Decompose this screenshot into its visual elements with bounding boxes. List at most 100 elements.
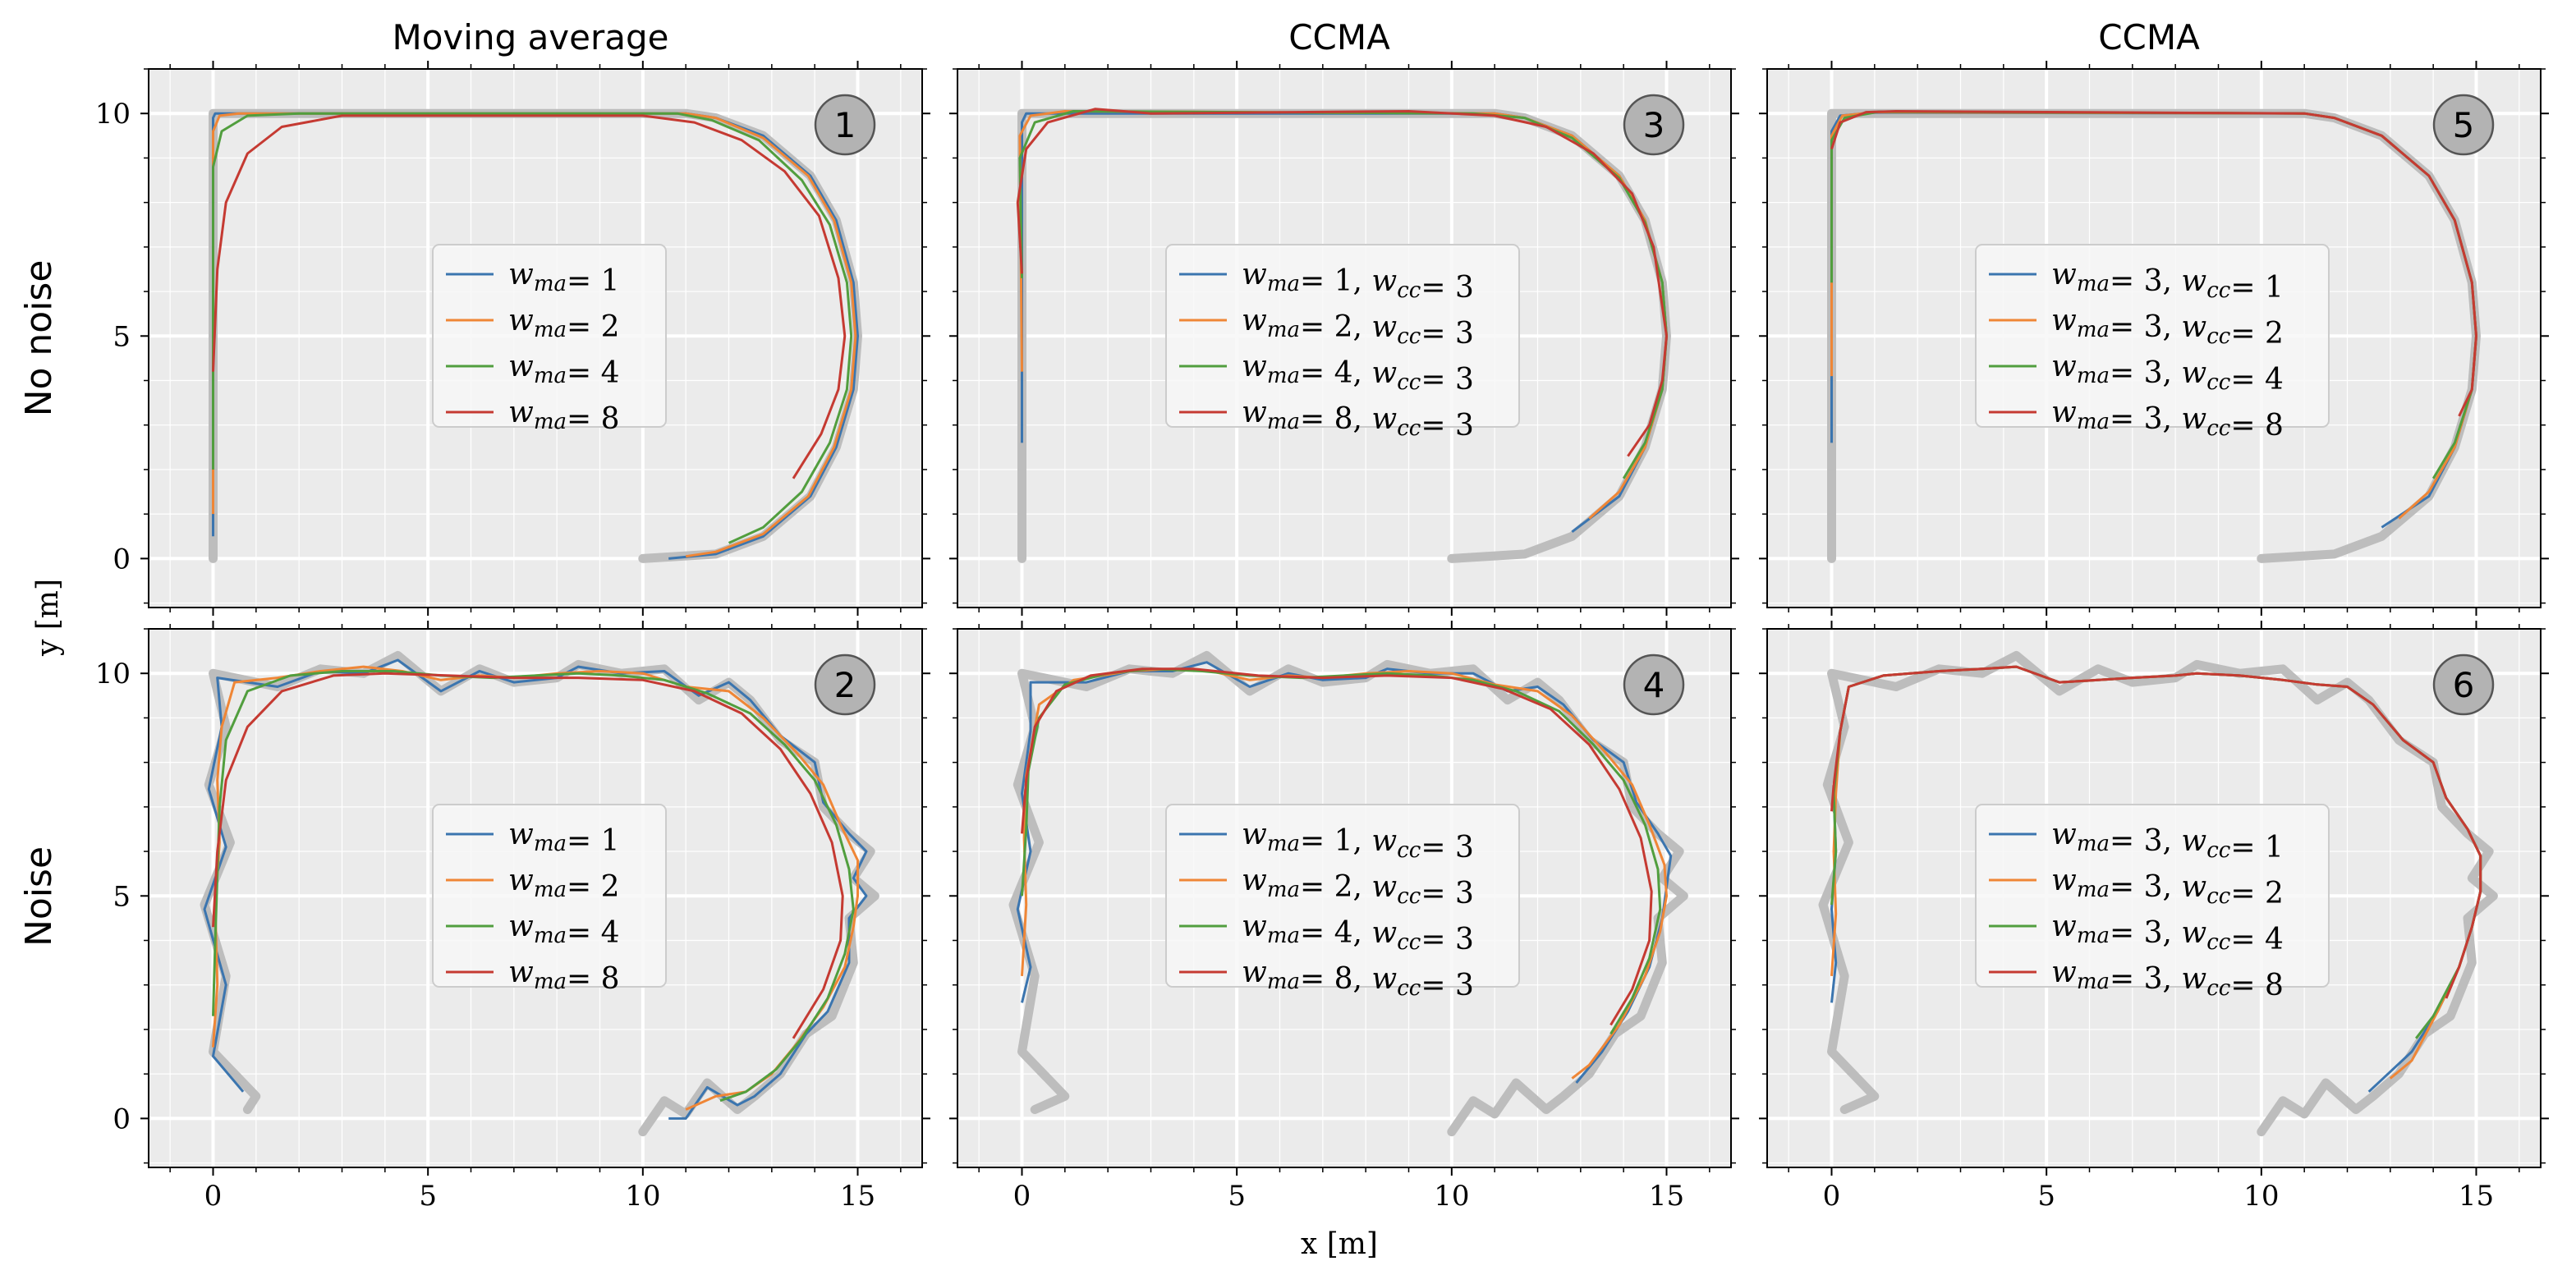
plot-frame [1766, 68, 2542, 608]
legend-label: wma= 4, wcc= 3 [1242, 350, 1474, 397]
column-title-ccma-1: CCMA [1288, 17, 1390, 57]
y-tick-label: 10 [95, 98, 131, 131]
panel-2: 0 5 10 15 0 5 10 2 wma= 1 wma= 2 wma= 4 wma= 8 [95, 621, 930, 1213]
x-tick-label: 15 [2459, 1180, 2494, 1213]
series-line-4 [1830, 110, 2477, 417]
panel-badge [1623, 653, 1685, 716]
legend-label: wma= 3, wcc= 2 [2051, 864, 2284, 910]
legend-label: wma= 3, wcc= 8 [2051, 396, 2284, 443]
plot-frame [148, 68, 923, 608]
panel-badge [1623, 94, 1685, 156]
row-label-no-noise: No noise [18, 260, 60, 417]
legend-label: wma= 4 [508, 350, 620, 390]
panel-badge-number: 4 [1643, 665, 1665, 705]
data-layer [1008, 651, 1688, 1137]
panel-badge [2432, 653, 2495, 716]
x-tick-label: 0 [1013, 1180, 1031, 1213]
legend-label: wma= 3, wcc= 4 [2051, 350, 2284, 397]
column-title-ccma-2: CCMA [2098, 17, 2200, 57]
legend-box [1165, 244, 1520, 428]
x-tick-label: 0 [1823, 1180, 1841, 1213]
x-tick-label: 5 [419, 1180, 437, 1213]
legend: wma= 1 wma= 2 wma= 4 wma= 8 [432, 244, 667, 436]
plot-frame [148, 628, 923, 1168]
row-label-noise: Noise [18, 846, 60, 947]
legend-label: wma= 1 [508, 818, 620, 858]
panel-badge [2432, 94, 2495, 156]
legend-label: wma= 2, wcc= 3 [1242, 864, 1474, 910]
y-tick-label: 5 [112, 320, 131, 353]
panel-badge-number: 3 [1643, 105, 1665, 145]
y-tick-label: 0 [112, 1103, 131, 1135]
legend-box [432, 804, 667, 988]
legend-label: wma= 2 [508, 304, 620, 344]
legend-label: wma= 8, wcc= 3 [1242, 396, 1474, 443]
x-tick-label: 10 [625, 1180, 660, 1213]
legend-box [1975, 244, 2330, 428]
series-line-4 [1830, 665, 2482, 999]
x-tick-label: 10 [1434, 1180, 1469, 1213]
x-tick-label: 15 [1649, 1180, 1684, 1213]
data-layer [209, 108, 862, 563]
series-line-4 [1016, 108, 1668, 457]
x-tick-label: 15 [840, 1180, 875, 1213]
panel-badge [814, 653, 876, 716]
series-line-3 [212, 112, 853, 544]
y-tick-label: 0 [112, 543, 131, 576]
legend-label: wma= 2 [508, 864, 620, 904]
data-layer [1016, 108, 1671, 563]
legend-label: wma= 8 [508, 396, 620, 436]
x-tick-label: 0 [204, 1180, 223, 1213]
panel-badge [814, 94, 876, 156]
x-tick-label: 10 [2243, 1180, 2279, 1213]
legend-box [432, 244, 667, 428]
legend-label: wma= 4, wcc= 3 [1242, 910, 1474, 956]
legend-label: wma= 4 [508, 910, 620, 950]
legend-label: wma= 8 [508, 956, 620, 996]
panels: 0 5 10 1 wma= 1 wma= 2 wma= 4 wma= 8 0 5 10 15 0 5 10 2… [95, 61, 2549, 1213]
legend-label: wma= 3, wcc= 2 [2051, 304, 2284, 351]
data-layer [1827, 108, 2481, 563]
y-tick-label: 10 [95, 658, 131, 690]
legend-label: wma= 3, wcc= 1 [2051, 258, 2284, 305]
x-tick-label: 5 [2037, 1180, 2055, 1213]
plot-frame [957, 628, 1732, 1168]
legend-box [1165, 804, 1520, 988]
legend-label: wma= 1, wcc= 3 [1242, 258, 1474, 305]
data-layer [1818, 651, 2498, 1137]
legend-label: wma= 3, wcc= 8 [2051, 956, 2284, 1002]
series-line-2 [212, 112, 857, 558]
legend-label: wma= 8, wcc= 3 [1242, 956, 1474, 1002]
column-title-moving-average: Moving average [392, 17, 668, 57]
panel-badge-number: 1 [834, 105, 856, 145]
legend: wma= 1 wma= 2 wma= 4 wma= 8 [432, 804, 667, 996]
data-layer [200, 651, 879, 1137]
series-line-1 [203, 658, 868, 1120]
series-line-4 [212, 672, 844, 1039]
legend-label: wma= 1 [508, 258, 620, 298]
panel-1: 0 5 10 1 wma= 1 wma= 2 wma= 4 wma= 8 [95, 61, 930, 616]
panel-badge-number: 5 [2453, 105, 2475, 145]
legend-label: wma= 3, wcc= 1 [2051, 818, 2284, 864]
legend-label: wma= 2, wcc= 3 [1242, 304, 1474, 351]
legend-label: wma= 3, wcc= 4 [2051, 910, 2284, 956]
series-line-3 [212, 670, 855, 1103]
x-tick-label: 5 [1228, 1180, 1246, 1213]
panel-badge-number: 2 [834, 665, 856, 705]
legend-box [1975, 804, 2330, 988]
plot-frame [957, 68, 1732, 608]
x-axis-label: x [m] [1301, 1227, 1378, 1261]
legend-label: wma= 1, wcc= 3 [1242, 818, 1474, 864]
y-tick-label: 5 [112, 880, 131, 913]
panel-badge-number: 6 [2453, 665, 2475, 705]
series-line-4 [212, 114, 847, 479]
